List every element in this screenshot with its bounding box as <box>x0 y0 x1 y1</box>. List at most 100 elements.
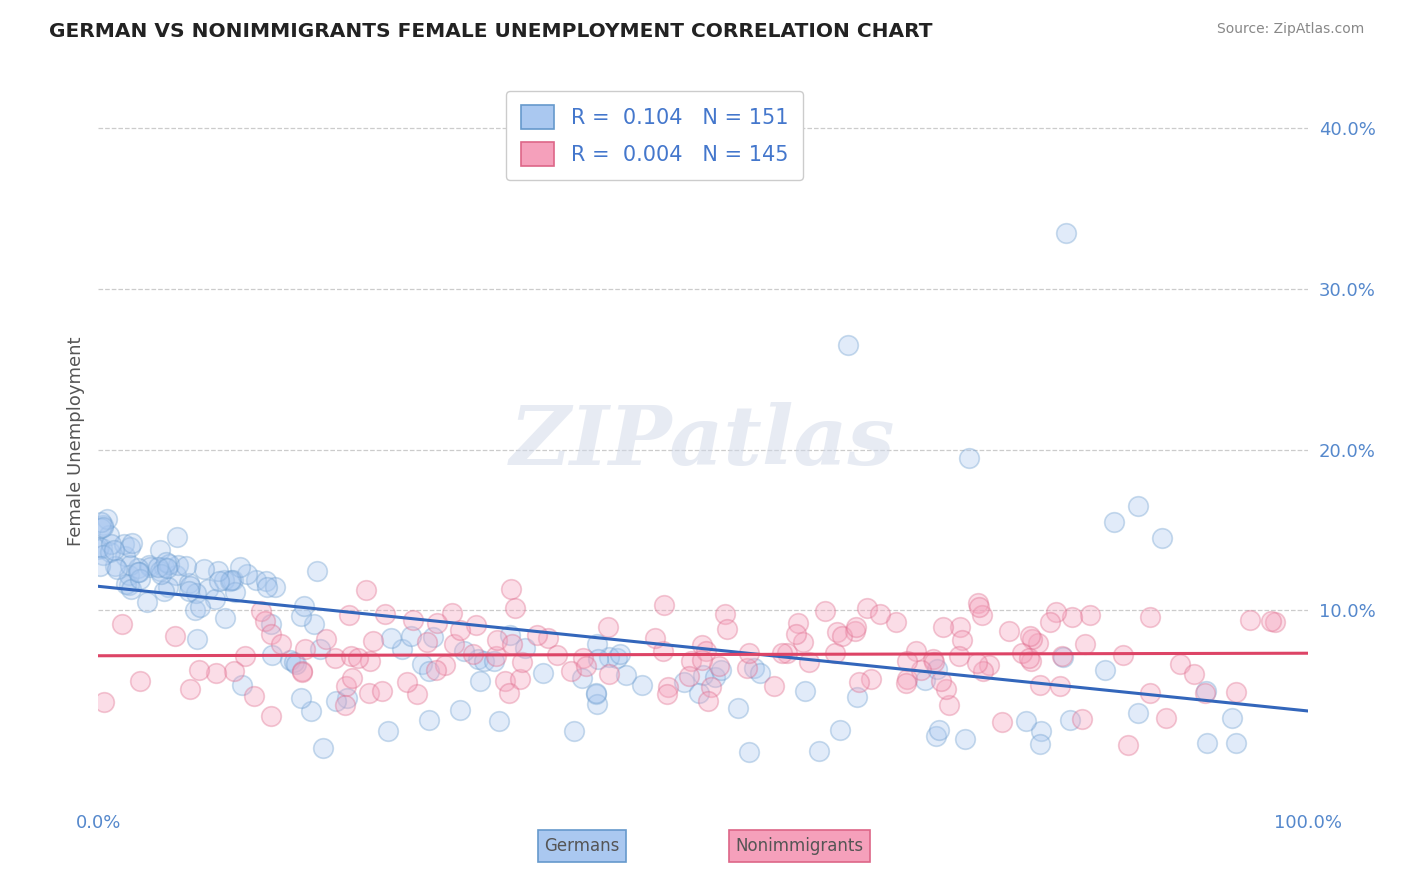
Point <box>585 637 607 651</box>
Point <box>501 637 523 651</box>
Point <box>1220 711 1243 725</box>
Point <box>512 655 534 669</box>
Point <box>596 619 619 633</box>
Point <box>537 632 560 646</box>
Point <box>910 664 932 678</box>
Point <box>673 675 696 690</box>
Point <box>586 652 609 666</box>
Point <box>970 608 993 623</box>
Point <box>925 729 948 743</box>
Point <box>104 559 127 574</box>
Point <box>1078 607 1101 622</box>
Point <box>156 561 179 575</box>
Point <box>117 578 139 592</box>
Point <box>738 646 761 660</box>
Point <box>657 680 679 694</box>
Point <box>434 657 457 672</box>
Point <box>374 607 396 621</box>
Point <box>270 637 292 651</box>
Point <box>749 666 772 681</box>
Point <box>98 545 121 559</box>
Point <box>1264 615 1286 629</box>
Point <box>371 684 394 698</box>
Point <box>163 629 186 643</box>
Point <box>938 698 960 713</box>
Point <box>499 582 522 596</box>
Y-axis label: Female Unemployment: Female Unemployment <box>66 337 84 546</box>
Point <box>184 586 207 600</box>
Point <box>652 598 675 612</box>
Point <box>406 687 429 701</box>
Point <box>707 659 730 673</box>
Point <box>1152 531 1174 545</box>
Point <box>118 540 141 554</box>
Point <box>1102 515 1125 529</box>
Point <box>1112 648 1135 662</box>
Point <box>121 536 143 550</box>
Point <box>896 654 918 668</box>
Point <box>1050 648 1073 663</box>
Point <box>284 657 307 671</box>
Point <box>363 634 385 648</box>
Point <box>129 572 152 586</box>
Point <box>120 582 142 596</box>
Point <box>1029 723 1052 738</box>
Point <box>1054 226 1077 240</box>
Point <box>1018 651 1040 665</box>
Point <box>167 558 190 572</box>
Point <box>844 624 866 638</box>
Point <box>935 681 957 696</box>
Point <box>828 723 851 738</box>
Point <box>655 687 678 701</box>
Point <box>139 560 162 574</box>
Point <box>509 673 531 687</box>
Point <box>735 661 758 675</box>
Point <box>1014 714 1036 729</box>
Point <box>138 558 160 573</box>
Point <box>953 731 976 746</box>
Point <box>977 657 1000 672</box>
Point <box>214 611 236 625</box>
Point <box>127 560 149 574</box>
Point <box>129 673 152 688</box>
Point <box>785 626 807 640</box>
Point <box>776 646 799 660</box>
Point <box>402 614 425 628</box>
Point <box>470 674 492 689</box>
Point <box>337 607 360 622</box>
Point <box>1045 605 1067 619</box>
Point <box>224 584 246 599</box>
Point <box>813 604 835 618</box>
Point <box>305 564 328 578</box>
Point <box>1019 654 1042 668</box>
Point <box>105 562 128 576</box>
Point <box>1260 615 1282 629</box>
Point <box>150 567 173 582</box>
Point <box>411 657 433 672</box>
Point <box>256 580 278 594</box>
Point <box>679 654 702 668</box>
Point <box>585 687 607 701</box>
Point <box>1225 685 1247 699</box>
Point <box>825 624 848 639</box>
Point <box>797 655 820 669</box>
Point <box>710 663 733 677</box>
Point <box>449 623 471 637</box>
Point <box>486 633 509 648</box>
Point <box>157 558 180 572</box>
Point <box>808 744 831 758</box>
Point <box>652 644 675 658</box>
Point <box>149 543 172 558</box>
Point <box>499 628 522 642</box>
Point <box>572 651 595 665</box>
Point <box>1139 686 1161 700</box>
Point <box>323 651 346 665</box>
Point <box>1195 684 1218 698</box>
Point <box>1029 737 1052 751</box>
Point <box>1019 629 1042 643</box>
Point <box>614 668 637 682</box>
Point <box>948 648 970 663</box>
Point <box>1168 657 1191 672</box>
Point <box>177 584 200 599</box>
Point <box>153 559 176 574</box>
